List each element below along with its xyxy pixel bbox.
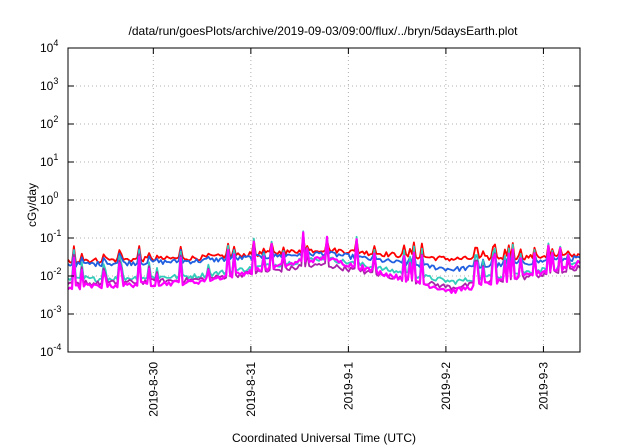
series-line-5	[67, 231, 581, 294]
grid-lines	[68, 48, 580, 352]
x-axis: 2019-8-30 2019-8-31 2019-9-1 2019-9-2 2019-9…	[146, 48, 550, 417]
chart-title: /data/run/goesPlots/archive/2019-09-03/0…	[129, 24, 519, 38]
x-tick-label: 2019-8-30	[146, 362, 160, 417]
series-line-1	[67, 235, 581, 264]
x-tick-label: 2019-9-2	[439, 362, 453, 410]
x-axis-label: Coordinated Universal Time (UTC)	[232, 431, 416, 445]
x-tick-label: 2019-9-3	[536, 362, 550, 410]
x-tick-label: 2019-8-31	[244, 362, 258, 417]
x-tick-label: 2019-9-1	[341, 362, 355, 410]
series-layer	[67, 230, 581, 294]
y-axis-label: cGy/day	[25, 183, 39, 227]
